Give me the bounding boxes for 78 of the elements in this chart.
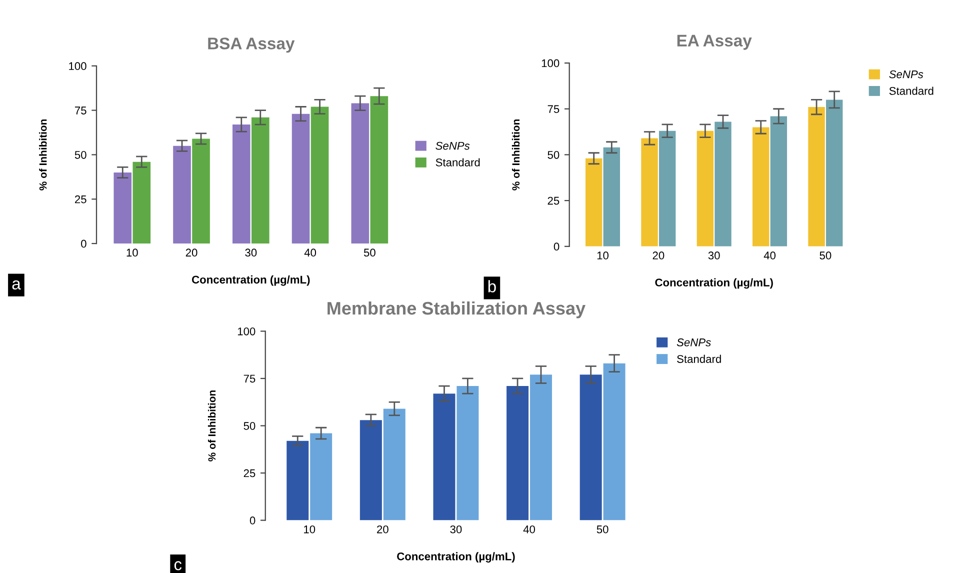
text: a bbox=[12, 280, 21, 290]
bar bbox=[530, 374, 552, 520]
bar bbox=[310, 433, 332, 520]
legend-label: SeNPs bbox=[676, 338, 711, 346]
text: b bbox=[488, 280, 496, 292]
bar bbox=[770, 116, 788, 246]
x-tick-label: 50 bbox=[364, 248, 376, 257]
bar bbox=[173, 146, 191, 244]
bar bbox=[585, 158, 602, 246]
y-tick-label: 0 bbox=[81, 240, 86, 248]
bar bbox=[506, 386, 529, 520]
bar bbox=[351, 103, 370, 244]
bar bbox=[251, 117, 270, 244]
legend-label: Standard bbox=[677, 354, 721, 363]
legend-label: Standard bbox=[436, 158, 480, 166]
y-tick-label: 50 bbox=[74, 150, 86, 159]
chart-title: Membrane Stabilization Assay bbox=[328, 301, 586, 318]
legend-label: Standard bbox=[889, 86, 934, 95]
y-tick-label: 25 bbox=[548, 196, 560, 205]
x-tick-label: 10 bbox=[126, 248, 138, 257]
bar bbox=[433, 394, 456, 520]
y-tick-label: 50 bbox=[548, 150, 560, 159]
bar bbox=[114, 172, 132, 244]
x-tick-label: 30 bbox=[245, 248, 257, 257]
x-axis-title: Concentration (µg/mL) bbox=[192, 275, 310, 286]
x-tick-label: 40 bbox=[764, 252, 776, 260]
y-tick-label: 100 bbox=[542, 59, 560, 68]
bar bbox=[292, 114, 310, 244]
x-tick-label: 40 bbox=[304, 248, 316, 257]
x-axis-title: Concentration (µg/mL) bbox=[655, 278, 773, 289]
x-tick-label: 30 bbox=[708, 252, 720, 260]
x-tick-label: 20 bbox=[186, 248, 198, 257]
legend-label: SeNPs bbox=[889, 70, 924, 78]
chart-title: BSA Assay bbox=[208, 38, 295, 53]
bar bbox=[641, 138, 658, 246]
bar bbox=[192, 138, 210, 244]
y-tick-label: 0 bbox=[554, 242, 560, 251]
bar bbox=[826, 100, 843, 246]
x-tick-label: 20 bbox=[377, 525, 388, 534]
y-tick-label: 75 bbox=[74, 106, 86, 114]
bar bbox=[383, 408, 406, 520]
y-tick-label: 25 bbox=[74, 195, 86, 204]
bar bbox=[714, 122, 732, 246]
bar bbox=[658, 130, 676, 246]
x-tick-label: 40 bbox=[523, 525, 536, 534]
y-axis-title: % of Inhibition bbox=[39, 119, 47, 190]
x-axis-title: Concentration (µg/mL) bbox=[397, 552, 515, 563]
bar bbox=[808, 107, 825, 246]
bar bbox=[370, 96, 388, 244]
bar bbox=[286, 440, 309, 520]
x-tick-label: 30 bbox=[450, 525, 462, 534]
bar bbox=[132, 162, 151, 244]
bar bbox=[310, 106, 329, 244]
x-tick-label: 50 bbox=[596, 525, 608, 534]
chart-title: EA Assay bbox=[677, 34, 752, 50]
y-tick-label: 75 bbox=[244, 374, 256, 383]
y-tick-label: 50 bbox=[244, 422, 256, 430]
x-tick-label: 20 bbox=[652, 252, 664, 260]
bar bbox=[603, 363, 626, 520]
bar bbox=[456, 386, 479, 520]
bar bbox=[752, 127, 770, 246]
text: c bbox=[174, 561, 182, 570]
x-tick-label: 10 bbox=[304, 525, 316, 534]
y-axis-title: % of Inhibition bbox=[208, 390, 216, 462]
bar bbox=[360, 420, 382, 520]
y-axis-title: % of Inhibition bbox=[512, 119, 520, 190]
y-tick-label: 100 bbox=[238, 327, 256, 336]
bar bbox=[603, 147, 620, 246]
y-tick-label: 75 bbox=[548, 105, 560, 114]
bar bbox=[232, 124, 250, 244]
y-tick-label: 0 bbox=[250, 516, 256, 524]
x-tick-label: 50 bbox=[820, 252, 832, 260]
bar bbox=[580, 374, 602, 520]
legend-label: SeNPs bbox=[436, 142, 470, 150]
y-tick-label: 100 bbox=[69, 62, 86, 70]
y-tick-label: 25 bbox=[244, 469, 256, 478]
x-tick-label: 10 bbox=[597, 252, 608, 260]
bar bbox=[696, 130, 714, 246]
